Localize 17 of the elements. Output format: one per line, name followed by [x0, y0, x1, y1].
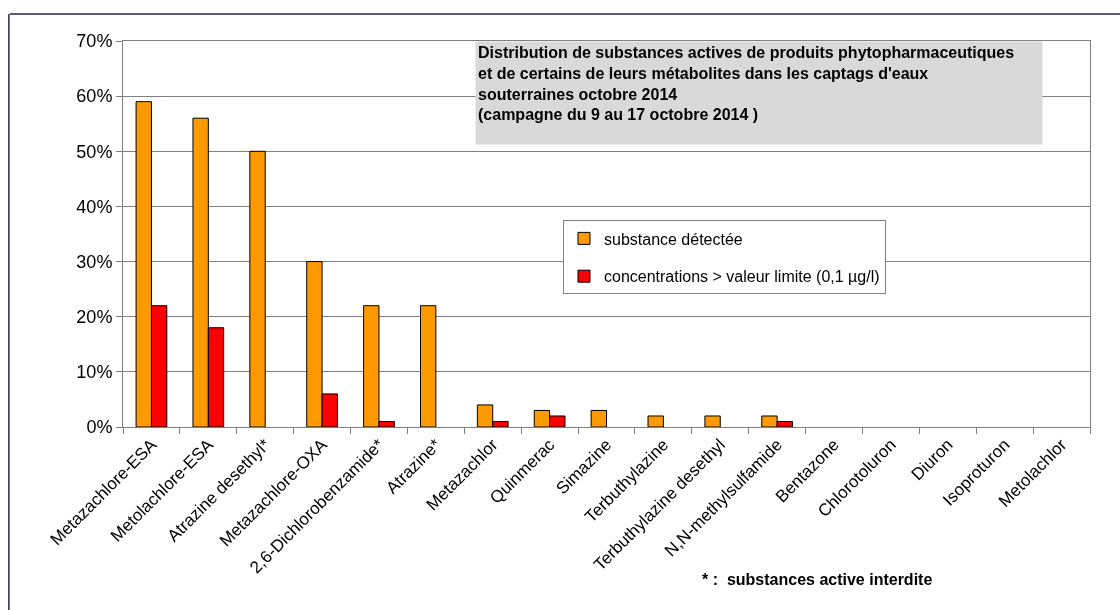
bar: [249, 150, 266, 427]
bar: [590, 409, 607, 427]
y-tick-label: 10%: [76, 362, 113, 383]
y-tick-label: 20%: [76, 307, 113, 328]
bar: [704, 415, 721, 427]
text: * : substances active interdite: [702, 571, 933, 588]
y-tick-label: 30%: [76, 251, 113, 272]
legend-label: substance détectée: [603, 230, 743, 248]
y-tick-label: 70%: [76, 31, 113, 52]
bar: [647, 415, 664, 427]
y-tick-label: 60%: [76, 86, 113, 107]
bar: [419, 305, 437, 427]
text: Distribution de substances actives de produits phytopharmaceutiques et de certains de leurs métabolites dans les captags d'eaux souterraines octobre 2014 (campagne du 9 au 17 octobre 2014 ): [478, 44, 1015, 124]
legend-label: concentrations > valeur limite (0,1 µg/l): [603, 268, 880, 286]
y-tick-label: 40%: [76, 196, 113, 217]
y-tick-label: 0%: [86, 417, 113, 438]
y-tick-label: 50%: [76, 141, 113, 162]
